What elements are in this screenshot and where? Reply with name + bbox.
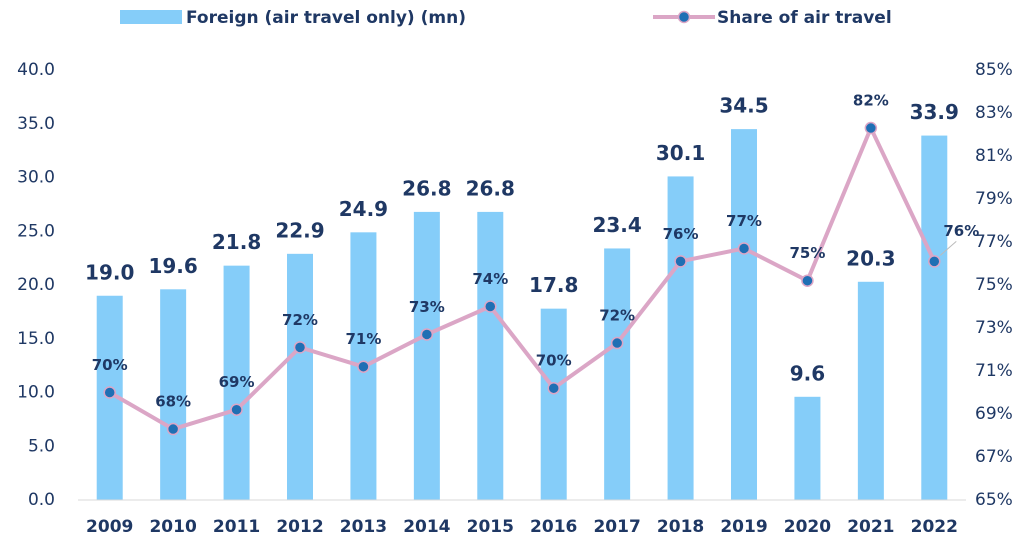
bar: [604, 248, 631, 500]
line-label: 82%: [853, 92, 889, 110]
line-marker: [864, 121, 878, 135]
line-marker: [610, 336, 624, 350]
y2-tick-label: 71%: [975, 361, 1013, 381]
y-tick-label: 5.0: [28, 436, 55, 456]
bar: [921, 135, 948, 500]
bar: [794, 396, 821, 500]
line-marker: [420, 328, 434, 341]
line-label: 72%: [282, 311, 318, 329]
bar-label: 33.9: [910, 100, 959, 124]
bar: [540, 308, 567, 500]
y-tick-label: 0.0: [28, 490, 55, 510]
bar-label: 24.9: [339, 197, 388, 221]
y2-tick-label: 73%: [975, 318, 1013, 338]
y-tick-label: 10.0: [17, 383, 55, 403]
y2-tick-label: 83%: [975, 103, 1013, 123]
x-tick-label: 2009: [86, 517, 133, 537]
y2-tick-label: 67%: [975, 447, 1013, 467]
y-tick-label: 15.0: [17, 329, 55, 349]
line-label: 76%: [943, 222, 979, 240]
bar-label: 26.8: [466, 176, 515, 200]
x-tick-label: 2022: [911, 517, 958, 537]
line-marker: [801, 274, 814, 287]
line-label: 69%: [219, 373, 255, 391]
y2-tick-label: 79%: [975, 189, 1013, 209]
legend-label: Share of air travel: [717, 8, 892, 28]
leader-line: [939, 240, 957, 256]
line-marker: [928, 255, 941, 268]
x-tick-label: 2013: [340, 517, 387, 537]
x-tick-label: 2014: [403, 517, 450, 537]
line-marker: [230, 403, 243, 416]
line-marker: [547, 381, 560, 395]
legend-label: Foreign (air travel only) (mn): [186, 8, 466, 28]
y-tick-label: 40.0: [17, 60, 55, 80]
line-label: 72%: [599, 307, 635, 325]
line-marker: [357, 360, 370, 373]
y-tick-label: 30.0: [17, 168, 55, 188]
line: [108, 123, 937, 432]
line-label: 73%: [409, 298, 445, 316]
bar: [667, 176, 694, 501]
y2-tick-label: 69%: [975, 404, 1013, 424]
y2-tick-label: 75%: [975, 275, 1013, 295]
bar: [223, 265, 250, 500]
y2-tick-label: 65%: [975, 490, 1013, 510]
y-tick-label: 25.0: [17, 221, 55, 241]
x-tick-label: 2018: [657, 517, 704, 537]
line-marker: [484, 300, 497, 313]
bar-label: 20.3: [846, 246, 895, 270]
line-label: 70%: [536, 352, 572, 370]
bar-label: 9.6: [790, 361, 825, 385]
line-marker: [103, 386, 116, 399]
bar-label: 21.8: [212, 230, 261, 254]
bar: [413, 211, 440, 500]
line-marker: [737, 242, 751, 255]
legend-swatch: [677, 10, 691, 24]
line-label: 74%: [472, 270, 508, 288]
y-tick-label: 20.0: [17, 275, 55, 295]
line-label: 77%: [726, 212, 762, 230]
x-tick-label: 2019: [720, 517, 767, 537]
bar-label: 19.0: [85, 260, 134, 284]
bar-label: 23.4: [592, 213, 641, 237]
line-label: 76%: [663, 225, 699, 243]
bar: [731, 129, 757, 500]
x-tick-label: 2010: [149, 517, 196, 537]
x-tick-label: 2017: [593, 517, 640, 537]
bar-label: 22.9: [275, 218, 324, 242]
bar: [477, 211, 504, 500]
y2-tick-label: 77%: [975, 232, 1013, 252]
y2-tick-label: 85%: [975, 60, 1013, 80]
line-label: 75%: [789, 244, 825, 262]
bar-label: 30.1: [656, 141, 705, 165]
line-marker: [293, 341, 307, 354]
bar: [160, 289, 187, 500]
line-marker: [674, 255, 687, 268]
x-tick-label: 2012: [276, 517, 323, 537]
line-label: 68%: [155, 393, 191, 411]
bar: [287, 253, 313, 500]
bar: [857, 281, 884, 500]
bar-label: 26.8: [402, 176, 451, 200]
line-marker: [166, 422, 180, 436]
y2-tick-label: 81%: [975, 146, 1013, 166]
x-tick-label: 2021: [847, 517, 894, 537]
bar-label: 17.8: [529, 273, 578, 297]
x-tick-label: 2011: [213, 517, 260, 537]
x-tick-label: 2015: [467, 517, 514, 537]
bar-label: 19.6: [148, 254, 197, 278]
x-tick-label: 2020: [784, 517, 831, 537]
x-tick-label: 2016: [530, 517, 577, 537]
legend-swatch: [120, 10, 182, 24]
y-tick-label: 35.0: [17, 114, 55, 134]
line-label: 71%: [345, 330, 381, 348]
line-label: 70%: [92, 356, 128, 374]
bar-label: 34.5: [719, 94, 768, 118]
